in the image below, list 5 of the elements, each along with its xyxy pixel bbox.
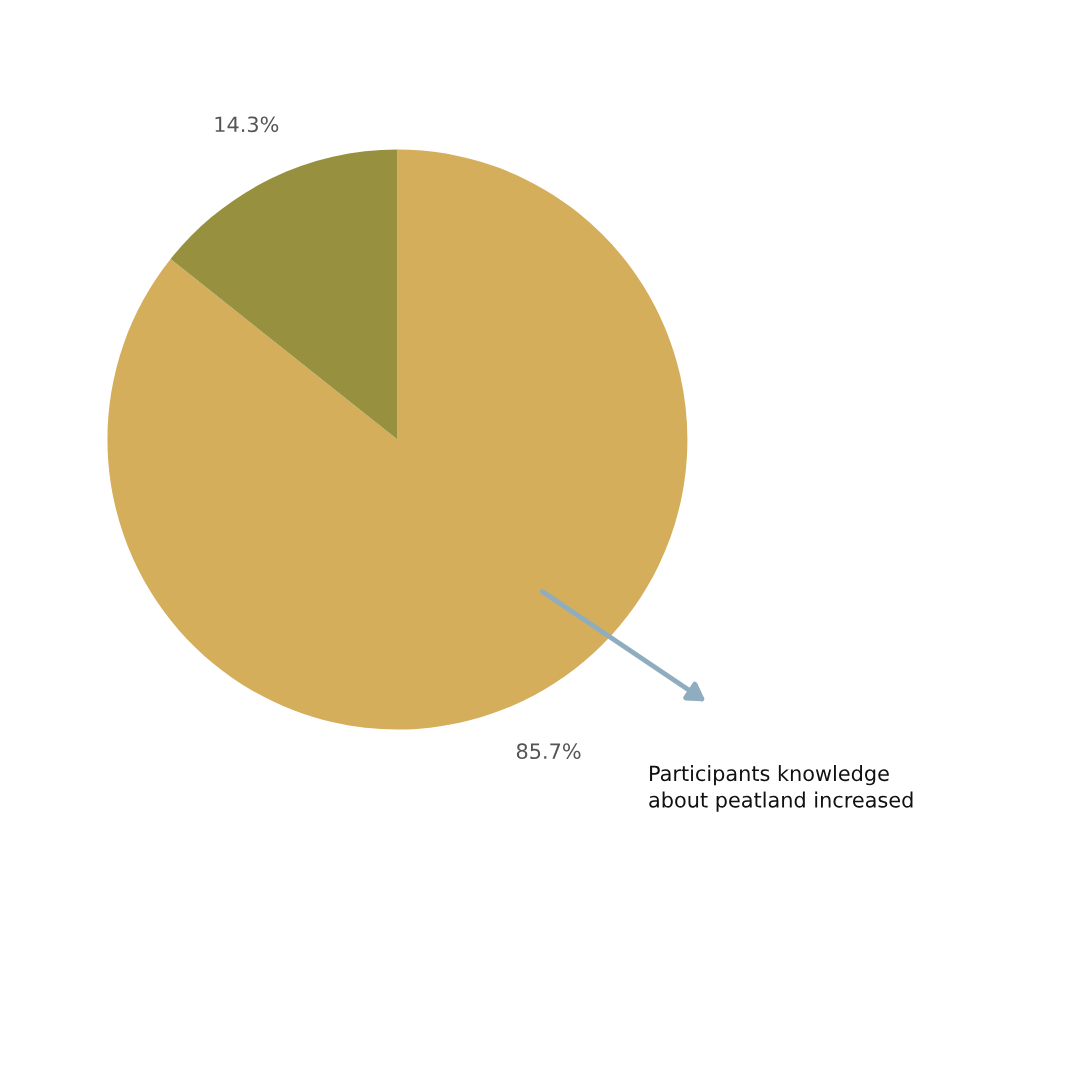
data-label: 85.7% — [516, 743, 581, 760]
pie-slice — [170, 149, 398, 440]
pie-slice — [107, 149, 688, 730]
data-label: 14.3% — [215, 116, 279, 133]
text: Participants knowledge about peatland increased — [649, 765, 913, 812]
